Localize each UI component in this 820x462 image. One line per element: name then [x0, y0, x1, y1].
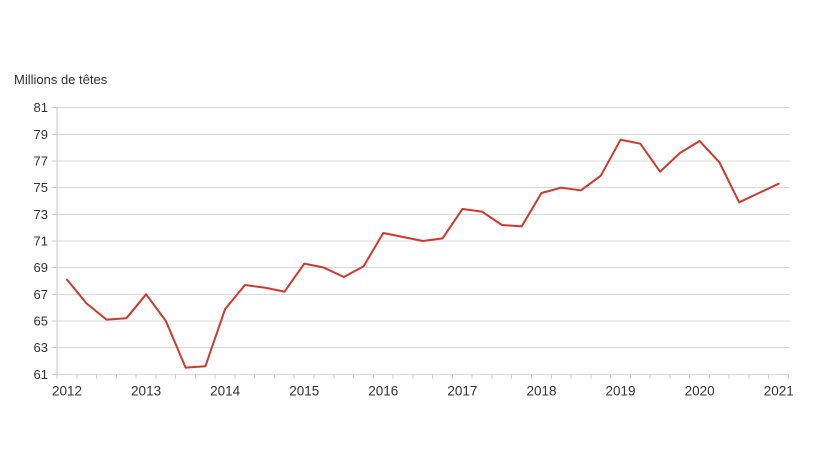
x-axis-tick-label: 2019 [606, 383, 636, 398]
y-axis-tick-label: 61 [34, 367, 48, 382]
y-axis-tick-label: 67 [34, 287, 48, 302]
x-axis-tick-label: 2015 [289, 383, 319, 398]
y-axis-tick-label: 63 [34, 340, 48, 355]
y-axis-tick-label: 81 [34, 100, 48, 115]
y-axis-tick-label: 75 [34, 180, 48, 195]
x-axis-tick-label: 2013 [131, 383, 161, 398]
y-axis-tick-label: 69 [34, 260, 48, 275]
y-axis-tick-label: 65 [34, 313, 48, 328]
x-axis-tick-label: 2018 [526, 383, 556, 398]
data-line-series [66, 138, 780, 369]
y-axis-tick-label: 79 [34, 127, 48, 142]
x-axis-tick-label: 2017 [447, 383, 477, 398]
y-axis-tick-label: 73 [34, 207, 48, 222]
y-axis-tick-label: 71 [34, 234, 48, 249]
x-axis-tick-label: 2014 [210, 383, 241, 398]
x-axis-tick-label: 2016 [368, 383, 398, 398]
x-axis-tick-label: 2012 [52, 383, 82, 398]
x-axis-tick-label: 2020 [685, 383, 715, 398]
y-axis-tick-label: 77 [34, 154, 48, 169]
y-axis-unit-label: Millions de têtes [14, 72, 108, 87]
x-axis-tick-label: 2021 [764, 383, 794, 398]
